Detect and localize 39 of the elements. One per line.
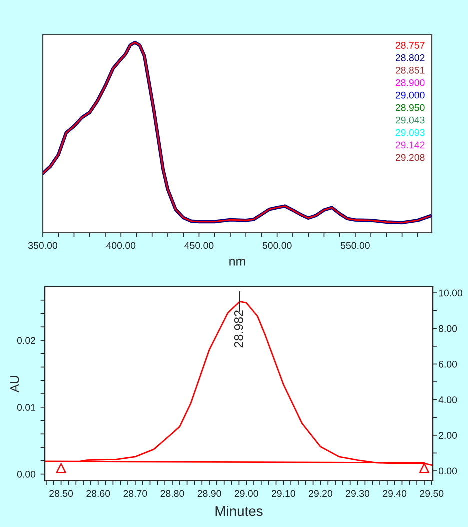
y-tick-label: 0.01 xyxy=(17,404,36,412)
x-tick-label: 500.00 xyxy=(262,242,292,250)
x-tick-label: 29.20 xyxy=(309,490,332,498)
text: 28.802 xyxy=(396,54,425,62)
y2-tick-label: 8.00 xyxy=(438,325,458,332)
y2-tick-label: 10.00 xyxy=(439,290,463,297)
legend-label: 29.142 xyxy=(396,142,425,149)
legend-label: 28.851 xyxy=(396,66,425,74)
legend-label: 29.000 xyxy=(396,92,425,99)
legend-label: 28.900 xyxy=(396,79,425,86)
legend-label: 29.043 xyxy=(396,116,425,124)
x-tick-label: 28.90 xyxy=(198,490,222,498)
legend-label: 29.093 xyxy=(396,129,425,136)
x-tick-label: 28.80 xyxy=(160,490,184,498)
x-tick-label: 29.40 xyxy=(383,490,407,498)
x-tick-label: 28.50 xyxy=(50,490,74,498)
x-axis-title: nm xyxy=(230,258,246,266)
y-axis-title: AU xyxy=(10,376,20,393)
y2-tick-label: 6.00 xyxy=(439,360,458,368)
x-axis-title: Minutes xyxy=(216,506,263,516)
text: 28.757 xyxy=(396,42,425,49)
x-tick-label: 28.60 xyxy=(86,490,110,498)
y-tick-label: 0.02 xyxy=(17,337,36,344)
x-tick-label: 350.00 xyxy=(28,242,58,250)
x-tick-label: 29.00 xyxy=(234,490,258,498)
x-tick-label: 29.10 xyxy=(272,490,296,498)
x-tick-label: 28.70 xyxy=(124,490,148,498)
x-tick-label: 400.00 xyxy=(106,242,136,250)
x-tick-label: 450.00 xyxy=(184,242,214,250)
annotation: 28.982 xyxy=(234,310,244,348)
y2-tick-label: 0.00 xyxy=(438,468,458,475)
y2-tick-label: 4.00 xyxy=(438,396,458,404)
legend-label: 28.950 xyxy=(396,104,425,112)
legend-label: 29.208 xyxy=(396,154,425,162)
x-tick-label: 29.30 xyxy=(346,490,370,498)
x-tick-label: 550.00 xyxy=(340,242,370,250)
y2-tick-label: 2.00 xyxy=(439,432,458,440)
x-tick-label: 29.50 xyxy=(420,490,444,498)
y-tick-label: 0.00 xyxy=(17,471,36,478)
